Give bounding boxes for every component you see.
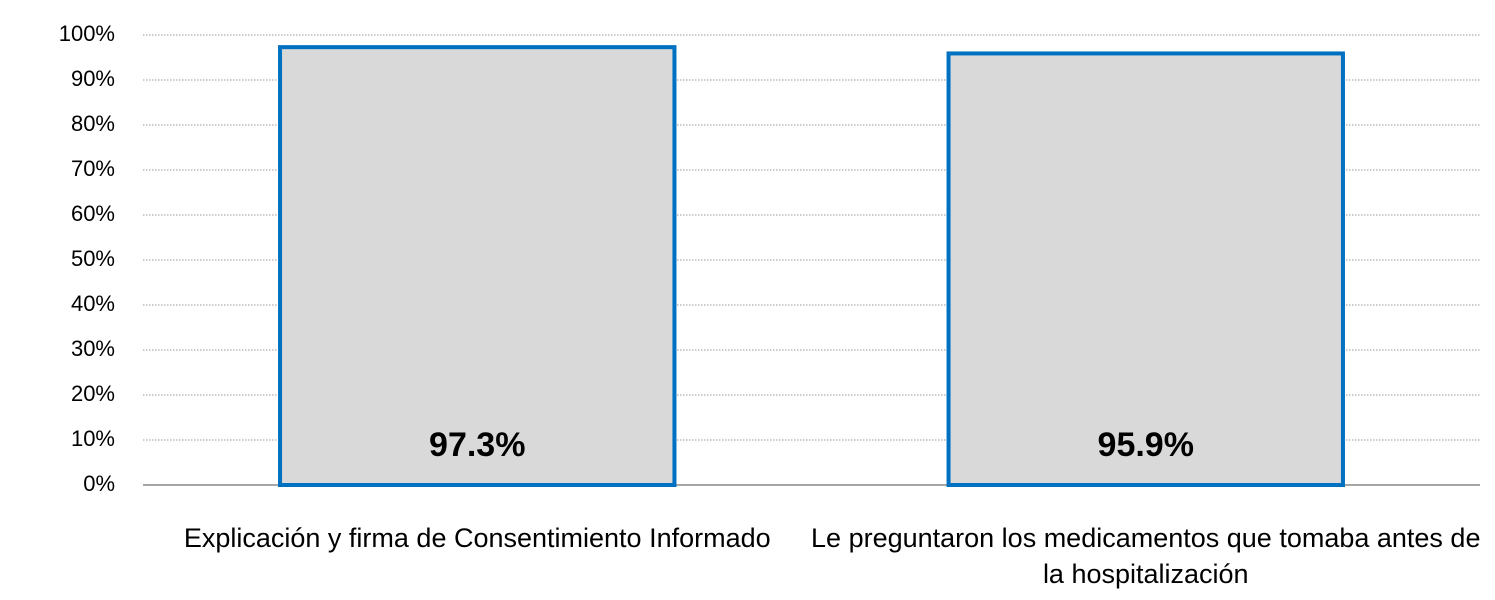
y-tick-label: 20% [71, 381, 115, 406]
y-tick-label: 80% [71, 111, 115, 136]
value-label: 97.3% [429, 426, 525, 464]
y-tick-label: 40% [71, 291, 115, 316]
y-tick-label: 100% [59, 21, 115, 46]
y-tick-label: 90% [71, 66, 115, 91]
y-tick-label: 50% [71, 246, 115, 271]
y-tick-label: 0% [83, 471, 115, 496]
x-tick-label: Le preguntaron los medicamentos que toma… [811, 523, 1481, 589]
y-tick-label: 10% [71, 426, 115, 451]
value-label: 95.9% [1098, 426, 1194, 464]
bar [278, 45, 677, 488]
y-tick-label: 60% [71, 201, 115, 226]
bar [946, 51, 1345, 487]
x-tick-label: Explicación y firma de Consentimiento In… [183, 523, 771, 553]
y-tick-label: 70% [71, 156, 115, 181]
y-tick-label: 30% [71, 336, 115, 361]
